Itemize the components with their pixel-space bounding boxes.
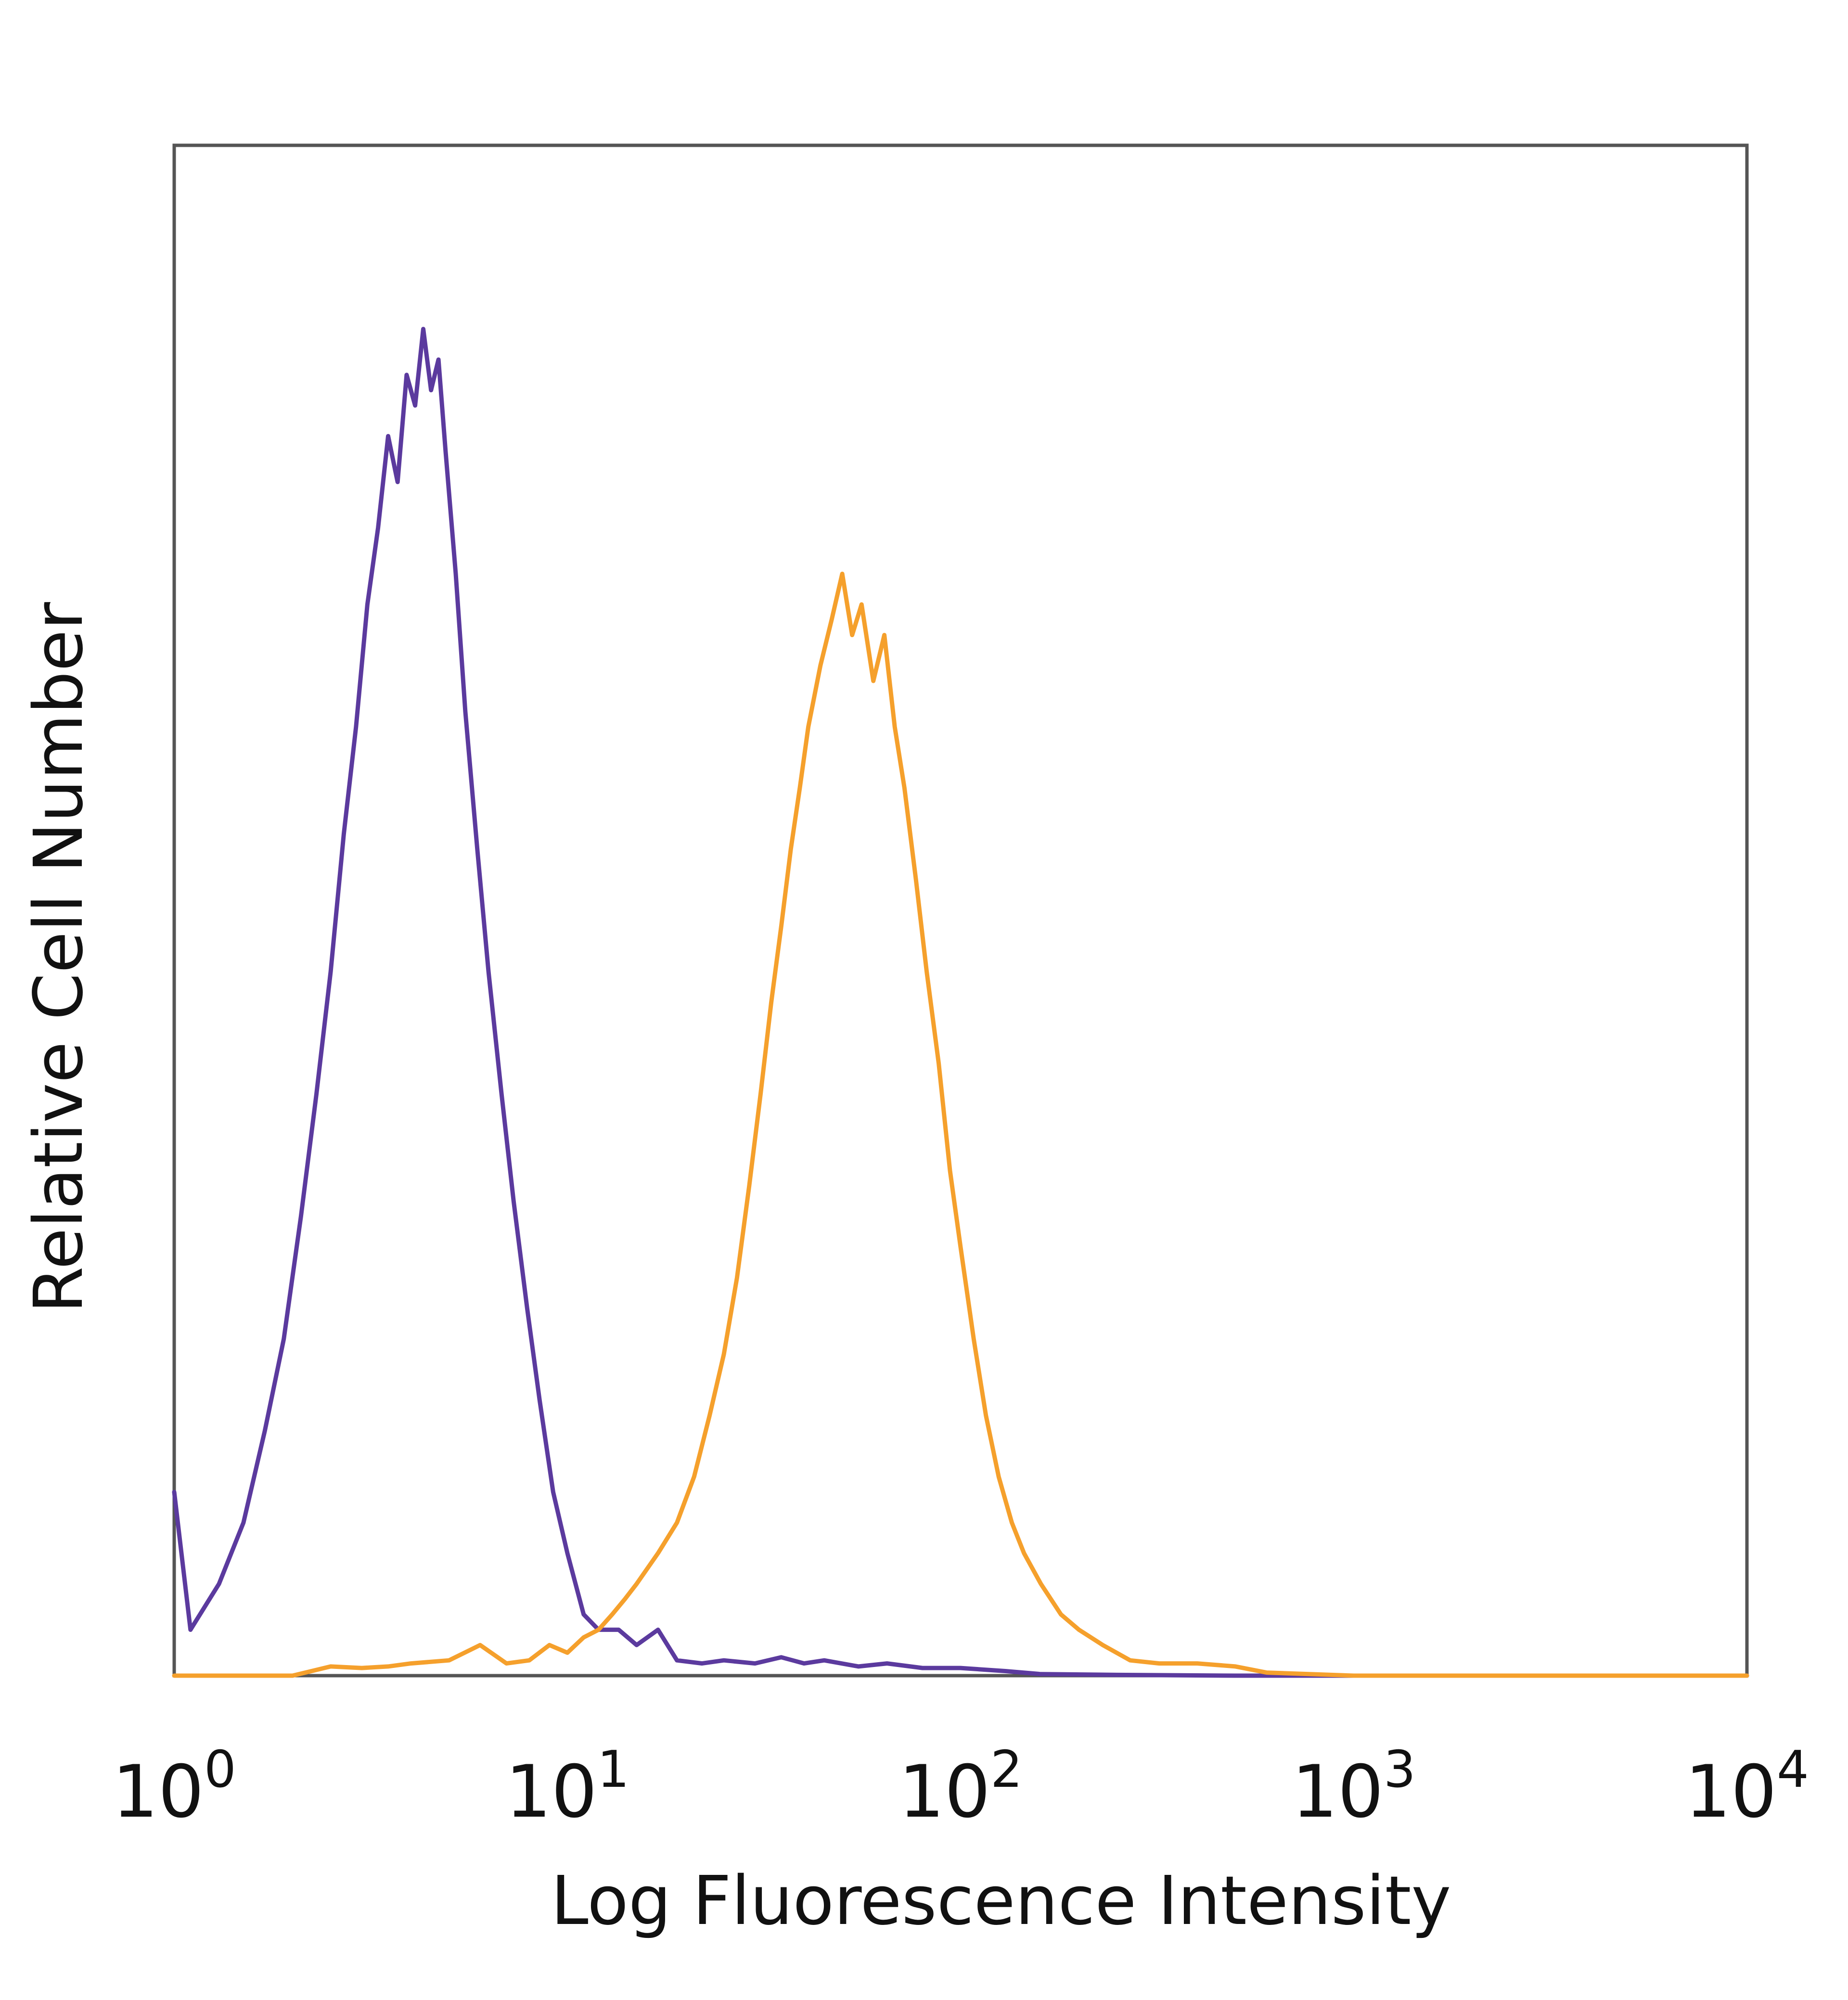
x-tick-labels: 100 101 102 103 104 xyxy=(112,1740,1809,1834)
series-line-2 xyxy=(172,571,1749,1678)
plot-frame xyxy=(172,143,1749,1678)
x-tick-label-4: 104 xyxy=(1685,1740,1809,1834)
series-line-1 xyxy=(172,327,1749,1678)
x-tick-label-2: 102 xyxy=(898,1740,1023,1834)
series-layer xyxy=(172,327,1749,1678)
x-tick-label-0: 100 xyxy=(112,1740,236,1834)
y-axis-label: Relative Cell Number xyxy=(20,602,98,1313)
x-axis-label: Log Fluorescence Intensity xyxy=(551,1862,1451,1940)
x-tick-label-1: 101 xyxy=(505,1740,629,1834)
x-tick-label-3: 103 xyxy=(1292,1740,1416,1834)
